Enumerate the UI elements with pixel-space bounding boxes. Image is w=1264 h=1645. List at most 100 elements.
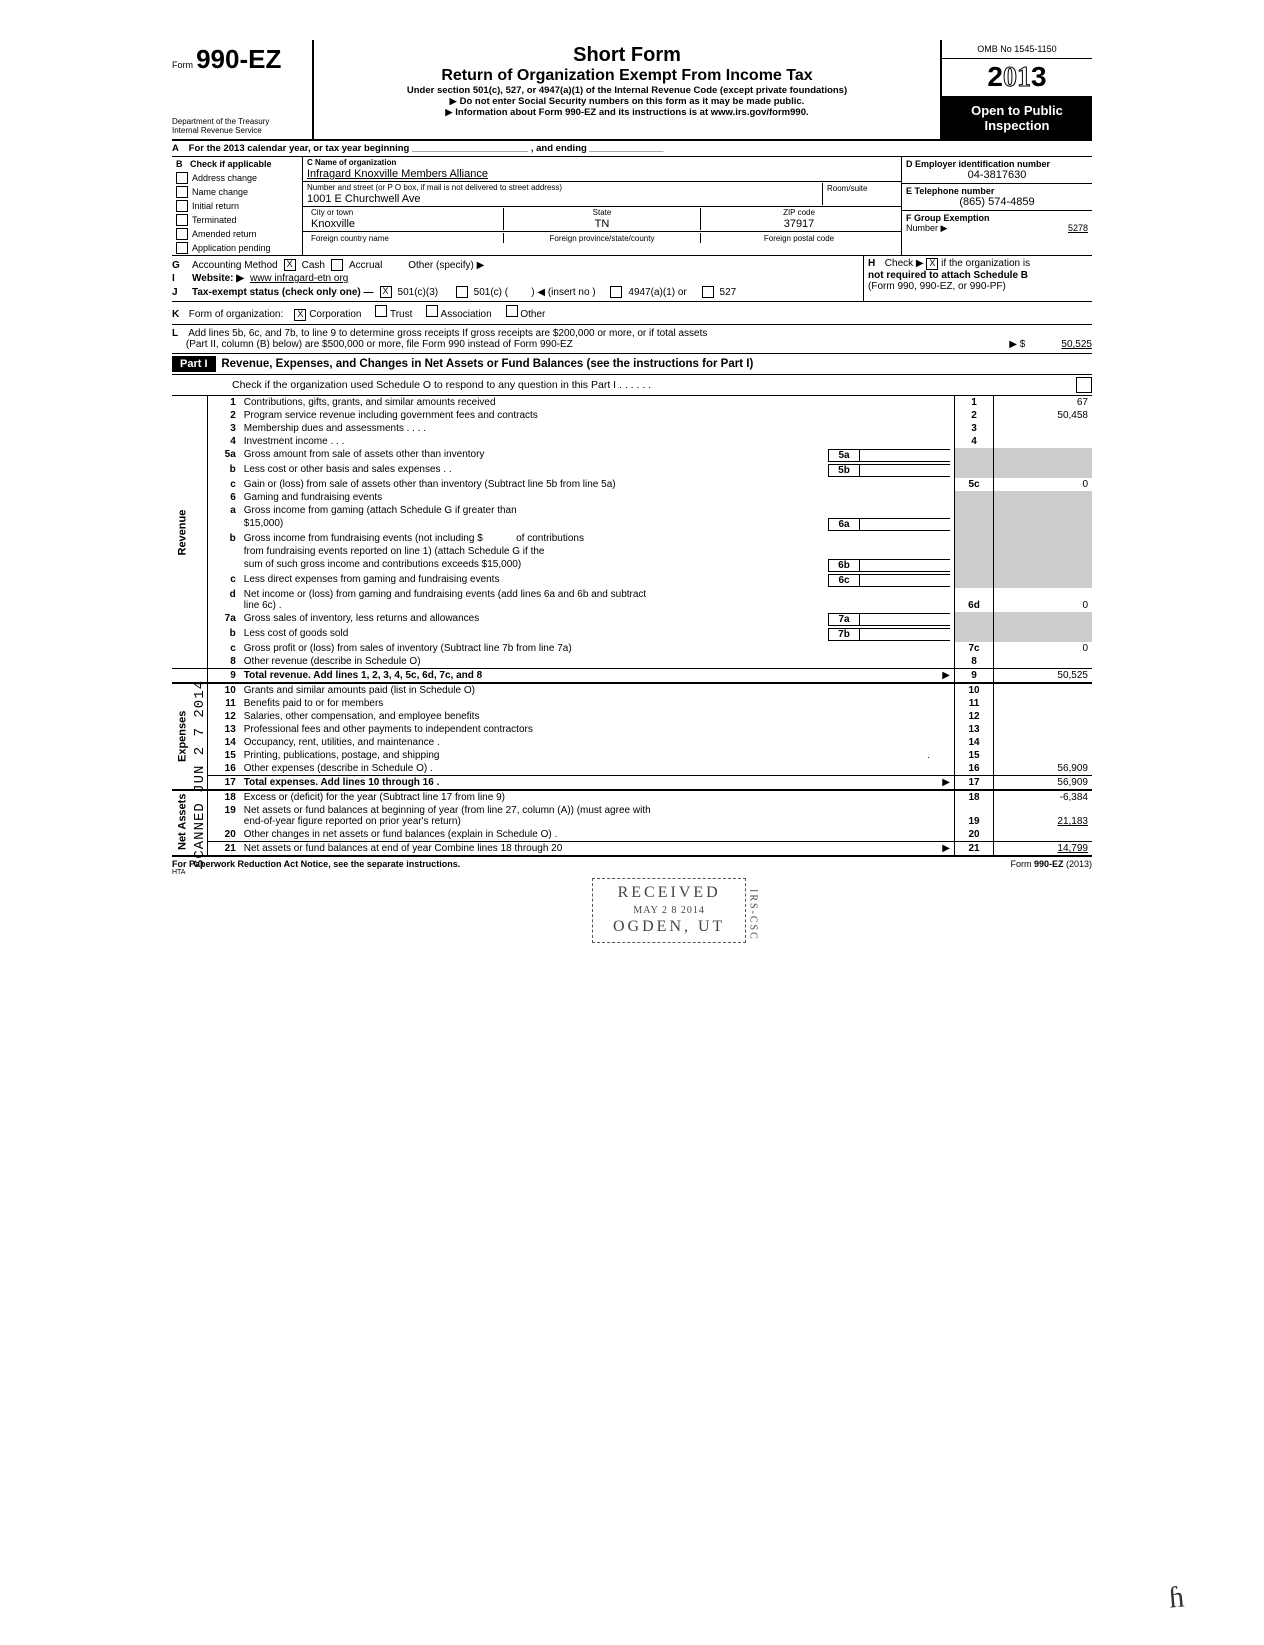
line-3-desc: Membership dues and assessments . . . . <box>240 422 955 435</box>
checkbox-501c3[interactable]: X <box>380 286 392 298</box>
handwriting-mark: ɦ <box>1168 1580 1186 1615</box>
line-3-amt <box>994 422 1093 435</box>
line-7b-shade <box>955 627 994 642</box>
open-to-public: Open to Public Inspection <box>942 97 1092 139</box>
checkbox-terminated[interactable] <box>176 214 188 226</box>
line-4-desc: Investment income . . . <box>240 435 955 448</box>
line-15-amt <box>994 749 1093 762</box>
checkbox-501c[interactable] <box>456 286 468 298</box>
form-id-box: Form 990-EZ Department of the Treasury I… <box>172 40 314 139</box>
checkbox-part-i-schedule-o[interactable] <box>1076 377 1092 393</box>
label-address-change: Address change <box>192 173 257 183</box>
line-6a-ibox: 6a <box>828 518 860 531</box>
checkbox-cash[interactable]: X <box>284 259 296 271</box>
k-other: Other <box>520 309 545 320</box>
l-line2: (Part II, column (B) below) are $500,000… <box>186 339 573 350</box>
line-6a-shade3 <box>955 517 994 532</box>
c-zip: 37917 <box>705 217 893 230</box>
l-value: 50,525 <box>1061 339 1092 350</box>
label-terminated: Terminated <box>192 215 237 225</box>
line-6d-num: d <box>207 588 240 612</box>
line-18-amt: -6,384 <box>994 790 1093 804</box>
checkbox-name-change[interactable] <box>176 186 188 198</box>
line-6c-shade2 <box>994 573 1093 588</box>
line-12-box: 12 <box>955 710 994 723</box>
line-2-amt: 50,458 <box>994 409 1093 422</box>
line-5c-num: c <box>207 478 240 491</box>
line-6a-desc2: $15,000) <box>244 518 828 531</box>
line-11-desc: Benefits paid to or for members <box>240 697 955 710</box>
line-6c-iamt <box>860 574 950 587</box>
footer: For Paperwork Reduction Act Notice, see … <box>172 855 1092 869</box>
line-5b-num: b <box>207 463 240 478</box>
j-501c3: 501(c)(3) <box>398 287 439 298</box>
checkbox-app-pending[interactable] <box>176 242 188 254</box>
line-7c-desc: Gross profit or (loss) from sales of inv… <box>240 642 955 655</box>
line-18-desc: Excess or (deficit) for the year (Subtra… <box>240 790 955 804</box>
h-check-label: Check ▶ <box>885 258 924 269</box>
checkbox-trust[interactable] <box>375 305 387 317</box>
line-4-num: 4 <box>207 435 240 448</box>
checkbox-4947[interactable] <box>610 286 622 298</box>
j-4947: 4947(a)(1) or <box>628 287 686 298</box>
form-label: Form <box>172 60 193 70</box>
line-6-desc: Gaming and fundraising events <box>240 491 955 504</box>
return-org-title: Return of Organization Exempt From Incom… <box>324 67 930 85</box>
row-g-h-i-j: G Accounting Method XCash Accrual Other … <box>172 256 1092 302</box>
line-9-desc: Total revenue. Add lines 1, 2, 3, 4, 5c,… <box>244 670 482 681</box>
line-17-box: 17 <box>955 776 994 791</box>
line-13-desc: Professional fees and other payments to … <box>240 723 955 736</box>
h-l1b: if the organization is <box>941 258 1030 269</box>
line-7b-num: b <box>207 627 240 642</box>
line-8-desc: Other revenue (describe in Schedule O) <box>240 655 955 669</box>
checkbox-accrual[interactable] <box>331 259 343 271</box>
line-15-box: 15 <box>955 749 994 762</box>
line-10-num: 10 <box>207 683 240 697</box>
checkbox-amended[interactable] <box>176 228 188 240</box>
line-5b-desc: Less cost or other basis and sales expen… <box>244 464 828 477</box>
g-label: Accounting Method <box>192 260 278 271</box>
line-12-amt <box>994 710 1093 723</box>
line-8-box: 8 <box>955 655 994 669</box>
header-right-box: OMB No 1545-1150 2013 Open to Public Ins… <box>940 40 1092 139</box>
checkbox-address-change[interactable] <box>176 172 188 184</box>
c-org-name: Infragard Knoxville Members Alliance <box>307 167 897 180</box>
checkbox-initial-return[interactable] <box>176 200 188 212</box>
label-initial-return: Initial return <box>192 201 239 211</box>
checkbox-corp[interactable]: X <box>294 309 306 321</box>
g-accrual: Accrual <box>349 260 382 271</box>
line-13-num: 13 <box>207 723 240 736</box>
row-k: K Form of organization: X Corporation Tr… <box>172 302 1092 325</box>
col-c-org-info: C Name of organization Infragard Knoxvil… <box>303 157 901 255</box>
tax-year: 2013 <box>942 59 1092 97</box>
d-ein-label: D Employer identification number <box>906 159 1050 169</box>
line-8-amt <box>994 655 1093 669</box>
c-state-label: State <box>508 208 696 217</box>
j-527: 527 <box>720 287 737 298</box>
checkbox-other-org[interactable] <box>506 305 518 317</box>
part-i-title: Revenue, Expenses, and Changes in Net As… <box>221 358 753 370</box>
checkbox-h[interactable]: X <box>926 258 938 270</box>
footer-left: For Paperwork Reduction Act Notice, see … <box>172 859 460 869</box>
year-prefix: 2 <box>987 61 1003 92</box>
j-501c-insert: ) ◀ (insert no ) <box>531 287 595 298</box>
line-6a-shade <box>955 504 994 517</box>
stamp-irs-csc: IRS-CSC <box>746 889 759 941</box>
line-16-desc: Other expenses (describe in Schedule O) … <box>240 762 955 776</box>
line-6c-num: c <box>207 573 240 588</box>
line-5a-shade2 <box>994 448 1093 463</box>
c-state: TN <box>508 217 696 230</box>
c-name-label: C Name of organization <box>307 158 897 167</box>
checkbox-527[interactable] <box>702 286 714 298</box>
line-6d-desc: Net income or (loss) from gaming and fun… <box>244 589 646 600</box>
line-1-num: 1 <box>207 396 240 409</box>
line-19-desc2: end-of-year figure reported on prior yea… <box>244 816 461 827</box>
c-city-label: City or town <box>311 208 499 217</box>
form-990ez-page: SCANNED JUN 2 7 2014 Form 990-EZ Departm… <box>172 40 1092 876</box>
line-6b-shade2 <box>994 532 1093 545</box>
k-corp: Corporation <box>309 309 361 320</box>
line-5b-shade <box>955 463 994 478</box>
line-12-num: 12 <box>207 710 240 723</box>
line-5a-desc: Gross amount from sale of assets other t… <box>244 449 828 462</box>
checkbox-assoc[interactable] <box>426 305 438 317</box>
